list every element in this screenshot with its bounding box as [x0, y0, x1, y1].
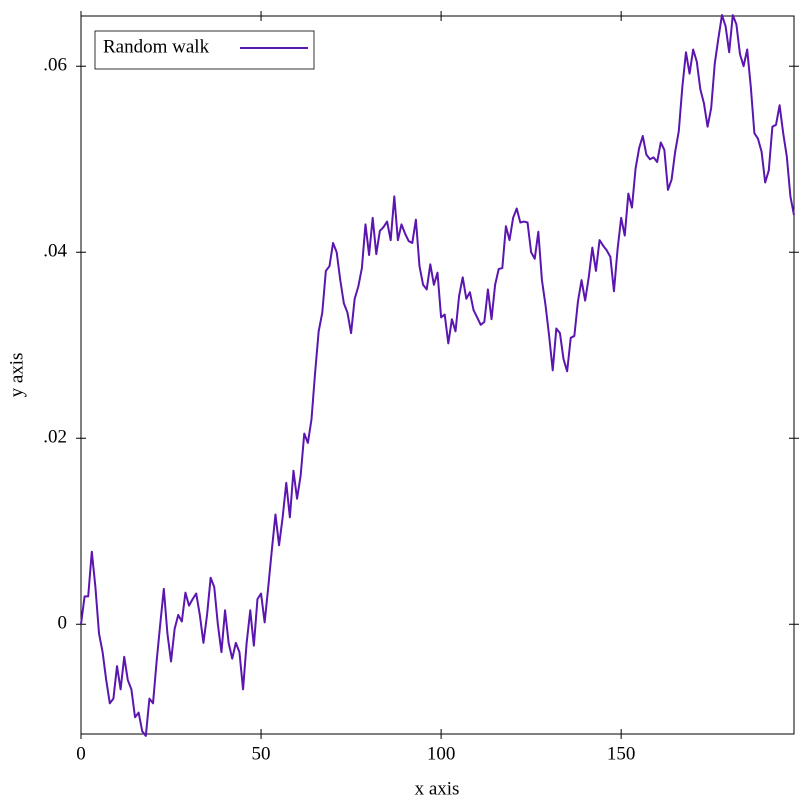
x-tick-label: 0	[76, 743, 86, 764]
y-tick-label: .02	[43, 427, 67, 448]
legend-box	[94, 30, 315, 70]
y-tick-label: 0	[58, 613, 68, 634]
x-tick-label: 50	[252, 743, 271, 764]
y-tick-label: .04	[43, 241, 67, 262]
x-tick-label: 100	[427, 743, 456, 764]
legend-label: Random walk	[103, 36, 210, 57]
x-tick-label: 150	[607, 743, 636, 764]
y-axis-label: y axis	[6, 353, 27, 398]
line	[80, 14, 795, 737]
y-tick-label: .06	[43, 55, 67, 76]
x-axis-label: x axis	[415, 778, 460, 799]
plot-frame	[80, 15, 795, 735]
